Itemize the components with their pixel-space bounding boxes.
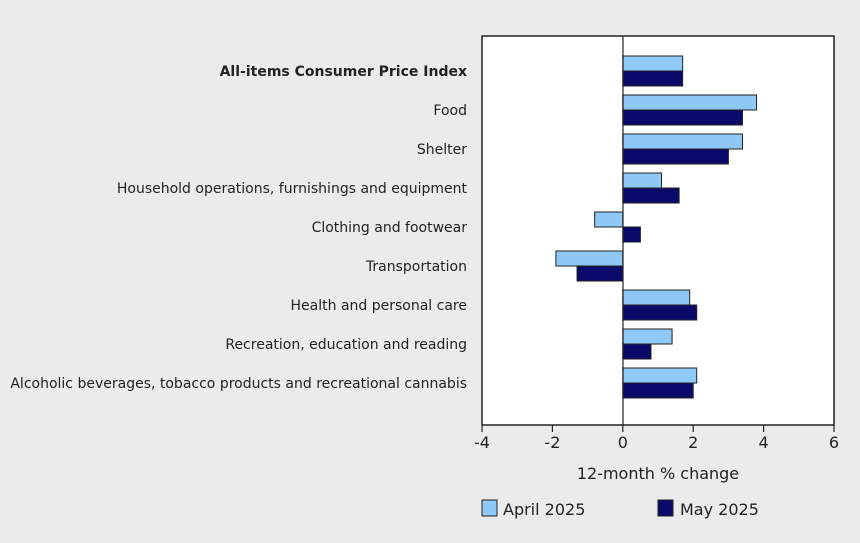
legend-item-may: May 2025 — [657, 499, 759, 519]
category-label: Shelter — [417, 142, 467, 158]
category-label: Household operations, furnishings and eq… — [117, 181, 468, 197]
legend-swatch-april — [481, 499, 498, 517]
x-tick-label: 4 — [759, 433, 769, 452]
bar-may — [622, 187, 680, 204]
category-label: Clothing and footwear — [312, 220, 468, 236]
x-axis-title: 12-month % change — [577, 464, 739, 483]
x-tick-label: 0 — [618, 433, 628, 452]
x-tick-label: -4 — [474, 433, 490, 452]
legend-swatch-may — [657, 499, 674, 517]
category-labels: All-items Consumer Price Index Food Shelte… — [10, 64, 467, 392]
category-label: Transportation — [365, 259, 467, 275]
bar-may — [622, 109, 743, 126]
x-tick-label: 2 — [688, 433, 698, 452]
x-axis-ticks: -4 -2 0 2 4 6 — [474, 425, 839, 452]
bar-may — [622, 226, 641, 243]
legend: April 2025 May 2025 — [481, 499, 759, 519]
bar-april — [622, 172, 663, 189]
plot-area — [481, 35, 835, 426]
category-label: All-items Consumer Price Index — [220, 64, 467, 80]
bar-may — [576, 265, 624, 282]
x-tick-label: 6 — [829, 433, 839, 452]
bar-april — [622, 328, 673, 345]
legend-label-may: May 2025 — [680, 500, 759, 519]
bar-may — [622, 148, 729, 165]
bar-april — [555, 250, 624, 267]
bar-april — [622, 289, 691, 306]
bar-may — [622, 382, 694, 399]
legend-item-april: April 2025 — [481, 499, 585, 519]
bar-april — [622, 367, 698, 384]
x-tick-label: -2 — [544, 433, 560, 452]
bar-may — [622, 70, 684, 87]
category-label: Recreation, education and reading — [225, 337, 467, 353]
category-label: Health and personal care — [291, 298, 467, 314]
legend-label-april: April 2025 — [503, 500, 585, 519]
bar-may — [622, 304, 698, 321]
bar-april — [622, 94, 758, 111]
bar-april — [594, 211, 624, 228]
bar-april — [622, 55, 684, 72]
bar-april — [622, 133, 743, 150]
category-label: Food — [433, 103, 467, 119]
bar-may — [622, 343, 652, 360]
category-label: Alcoholic beverages, tobacco products an… — [10, 376, 467, 392]
